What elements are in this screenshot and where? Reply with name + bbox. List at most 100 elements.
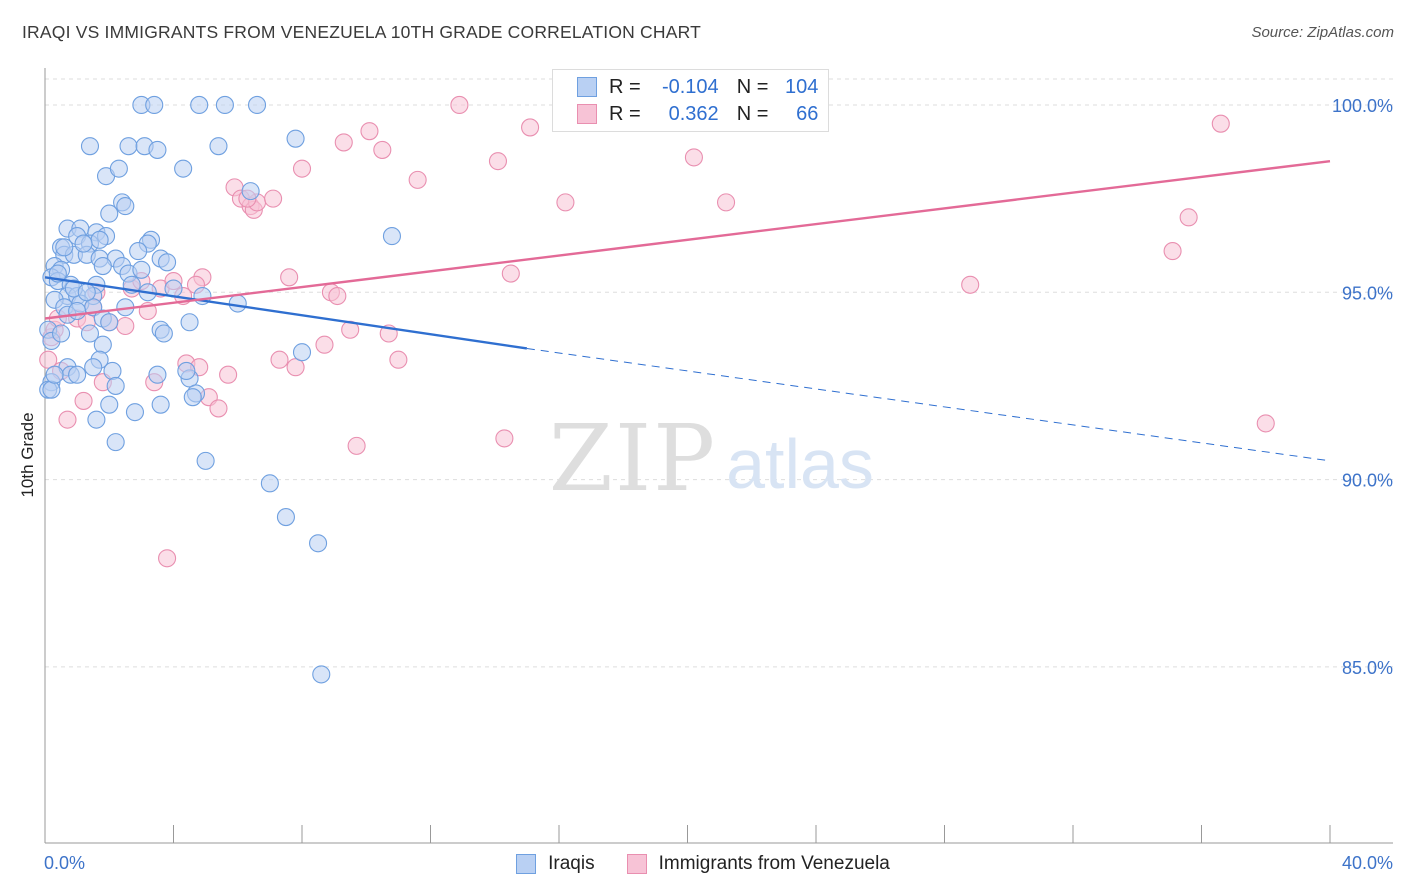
iraqi-point [209, 137, 228, 156]
iraqi-point [174, 159, 193, 178]
y-tick-label: 95.0% [1342, 283, 1393, 303]
data-points [39, 95, 1275, 684]
iraqi-point [106, 376, 125, 395]
iraqi-point [247, 95, 267, 115]
y-tick-label: 85.0% [1342, 658, 1393, 678]
venezuela-point [116, 316, 135, 336]
x-tick-label-min: 0.0% [44, 853, 85, 873]
iraqi-point [190, 95, 209, 115]
watermark: ZIP atlas [549, 405, 874, 512]
venezuela-point [58, 410, 77, 429]
source-note: Source: ZipAtlas.com [1251, 24, 1394, 41]
iraqi-point [42, 380, 61, 399]
legend-item-venezuela[interactable]: Immigrants from Venezuela [626, 853, 890, 875]
iraqi-point [148, 140, 167, 159]
venezuela-point [209, 399, 228, 418]
iraqi-point [100, 395, 119, 414]
venezuela-point [495, 429, 514, 448]
iraqi-trend-extension [526, 347, 1331, 462]
venezuela-point [286, 358, 305, 377]
legend-row-iraqis: R = -0.104 N = 104 [577, 75, 818, 99]
venezuela-point [716, 193, 736, 212]
venezuela-point [389, 350, 408, 369]
chart-title: IRAQI VS IMMIGRANTS FROM VENEZUELA 10TH … [22, 22, 701, 42]
venezuela-point [219, 365, 238, 384]
iraqi-point [241, 182, 260, 201]
iraqi-point [286, 129, 305, 148]
iraqi-point [292, 343, 312, 362]
watermark-zip: ZIP [549, 405, 717, 512]
iraqi-point [177, 361, 196, 381]
venezuela-point [280, 268, 299, 287]
iraqi-point [228, 294, 247, 313]
venezuela-point [373, 140, 392, 159]
iraqi-point [119, 137, 138, 156]
legend-row-venezuela: R = 0.362 N = 66 [577, 102, 818, 126]
venezuela-point [334, 133, 353, 152]
iraqi-point [125, 403, 144, 422]
iraqi-point [309, 534, 328, 553]
venezuela-point [521, 118, 540, 137]
iraqi-point [106, 433, 125, 452]
venezuela-point [961, 275, 980, 294]
iraqi-point [180, 313, 199, 332]
n-label: N = [736, 75, 769, 98]
venezuela-point [347, 436, 366, 455]
venezuela-point [1256, 414, 1275, 433]
iraqi-point [154, 324, 173, 343]
iraqi-point [100, 313, 119, 332]
legend-label-venezuela: Immigrants from Venezuela [658, 853, 890, 874]
iraqi-point [312, 665, 331, 684]
iraqi-point [132, 260, 151, 279]
iraqi-point [109, 159, 128, 178]
tick-labels: 100.0% 95.0% 90.0% 85.0% 0.0% 40.0% [44, 96, 1393, 873]
iraqi-point [74, 234, 93, 253]
venezuela-point [74, 391, 93, 410]
iraqi-point [382, 227, 402, 246]
iraqi-point [276, 508, 295, 527]
iraqi-point [93, 335, 112, 354]
iraqi-trend-line [44, 276, 528, 350]
legend-item-iraqis[interactable]: Iraqis [516, 853, 595, 875]
iraqi-point [80, 137, 100, 156]
venezuela-legend-swatch [626, 854, 647, 874]
iraqi-point [90, 230, 109, 249]
venezuela-point [501, 264, 520, 283]
axes [44, 68, 1393, 844]
grid-lines [45, 78, 1395, 668]
iraqi-point [116, 197, 135, 216]
iraqi-point [260, 474, 279, 493]
venezuela-point [450, 95, 469, 115]
iraqi-point [68, 301, 87, 321]
n-label: N = [736, 102, 769, 125]
iraqis-swatch [577, 77, 597, 97]
venezuela-point [408, 170, 427, 189]
venezuela-swatch [577, 104, 597, 124]
iraqi-point [196, 451, 215, 470]
venezuela-trend-line [44, 159, 1331, 320]
iraqi-point [148, 365, 167, 384]
venezuela-point [360, 122, 379, 141]
venezuela-point [684, 148, 703, 167]
series-legend: Iraqis Immigrants from Venezuela [0, 852, 1406, 876]
r-label: R = [609, 102, 641, 125]
iraqi-point [103, 361, 122, 381]
iraqi-point [52, 324, 71, 343]
trend-lines [44, 159, 1331, 462]
x-tick-label-max: 40.0% [1342, 853, 1393, 873]
n-value-venezuela: 66 [796, 102, 819, 125]
venezuela-point [158, 549, 177, 568]
iraqi-point [145, 95, 164, 115]
r-label: R = [609, 75, 641, 98]
iraqi-point [87, 410, 106, 429]
venezuela-point [315, 335, 334, 354]
iraqi-point [158, 253, 177, 272]
venezuela-point [488, 152, 508, 171]
venezuela-point [1163, 242, 1182, 261]
legend-label-iraqis: Iraqis [548, 853, 595, 874]
iraqi-point [93, 257, 112, 276]
y-tick-label: 100.0% [1332, 96, 1393, 116]
iraqi-point [151, 395, 170, 414]
watermark-atlas: atlas [726, 425, 874, 503]
venezuela-point [264, 189, 283, 208]
